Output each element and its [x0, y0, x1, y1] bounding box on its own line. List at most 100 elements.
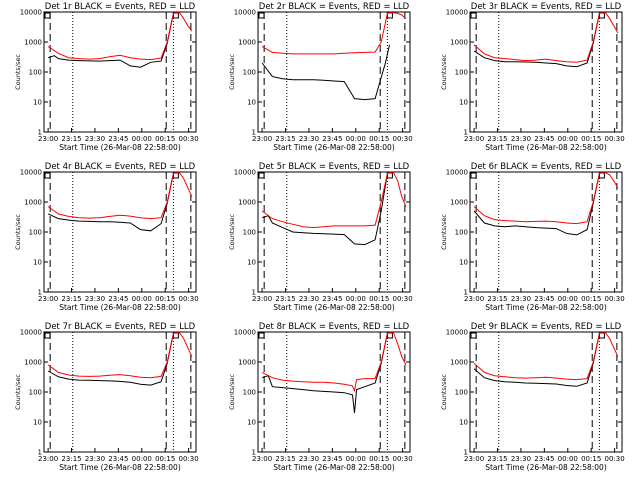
y-tick-label: 10 — [459, 99, 468, 107]
x-tick-label: 00:15 — [369, 295, 389, 303]
y-tick-label: 1000 — [450, 39, 468, 47]
events-series-line — [47, 172, 176, 232]
y-tick-label: 1 — [464, 129, 468, 137]
y-axis-label: Counts/sec — [228, 214, 236, 250]
x-tick-label: 00:30 — [605, 295, 625, 303]
x-tick-label: 00:00 — [346, 455, 366, 463]
y-axis-label: Counts/sec — [228, 374, 236, 410]
y-tick-label: 1 — [252, 449, 256, 457]
x-tick-label: 23:45 — [534, 295, 554, 303]
corner-marker — [386, 332, 393, 339]
corner-marker — [172, 12, 179, 19]
panel-det-1: Det 1r BLACK = Events, RED = LLD 1 10 100 10… — [14, 2, 199, 152]
lld-series-line — [261, 12, 407, 55]
x-tick-label: 00:30 — [179, 455, 199, 463]
x-tick-label: 00:15 — [369, 455, 389, 463]
panel-det-6: Det 6r BLACK = Events, RED = LLD 1 10 100 10… — [440, 162, 625, 312]
x-tick-label: 00:00 — [132, 455, 152, 463]
x-tick-label: 23:15 — [61, 455, 81, 463]
y-tick-label: 100 — [455, 229, 468, 237]
x-tick-label: 23:45 — [534, 455, 554, 463]
corner-marker — [258, 332, 265, 339]
y-tick-label: 1 — [38, 449, 42, 457]
y-axis-label: Counts/sec — [14, 54, 22, 90]
x-tick-label: 23:30 — [85, 295, 105, 303]
x-tick-label: 00:00 — [132, 135, 152, 143]
x-tick-label: 23:45 — [108, 135, 128, 143]
y-tick-label: 10000 — [234, 169, 256, 177]
x-tick-label: 23:00 — [464, 295, 484, 303]
lld-series-line — [47, 12, 193, 61]
corner-marker — [44, 12, 51, 19]
panel-det-3: Det 3r BLACK = Events, RED = LLD 1 10 100 10… — [440, 2, 625, 152]
chart-title: Det 2r BLACK = Events, RED = LLD — [259, 2, 410, 12]
y-tick-label: 100 — [29, 229, 42, 237]
y-axis-label: Counts/sec — [440, 214, 448, 250]
x-axis-label: Start Time (26-Mar-08 22:58:00) — [59, 143, 181, 152]
x-tick-label: 23:00 — [252, 135, 272, 143]
y-tick-label: 10000 — [20, 9, 42, 17]
x-tick-label: 23:45 — [322, 295, 342, 303]
y-tick-label: 10000 — [446, 329, 468, 337]
x-tick-label: 23:30 — [511, 455, 531, 463]
x-tick-label: 23:45 — [108, 455, 128, 463]
y-tick-label: 1 — [252, 289, 256, 297]
x-tick-label: 00:30 — [605, 135, 625, 143]
lld-series-line — [473, 332, 619, 381]
chart-title: Det 1r BLACK = Events, RED = LLD — [45, 2, 196, 12]
y-tick-label: 1000 — [238, 199, 256, 207]
x-tick-label: 00:15 — [581, 135, 601, 143]
y-tick-label: 1000 — [24, 39, 42, 47]
y-tick-label: 10000 — [234, 9, 256, 17]
x-tick-label: 00:00 — [558, 455, 578, 463]
y-tick-label: 1000 — [24, 359, 42, 367]
chart-title: Det 7r BLACK = Events, RED = LLD — [45, 322, 196, 332]
x-axis-label: Start Time (26-Mar-08 22:58:00) — [485, 303, 607, 312]
x-axis-label: Start Time (26-Mar-08 22:58:00) — [273, 303, 395, 312]
y-tick-label: 10000 — [20, 169, 42, 177]
x-tick-label: 00:00 — [132, 295, 152, 303]
x-tick-label: 00:15 — [155, 135, 175, 143]
corner-marker — [598, 332, 605, 339]
y-tick-label: 100 — [243, 389, 256, 397]
y-tick-label: 10000 — [446, 169, 468, 177]
panel-det-4: Det 4r BLACK = Events, RED = LLD 1 10 100 10… — [14, 162, 199, 312]
x-tick-label: 23:30 — [299, 135, 319, 143]
events-series-line — [473, 172, 602, 236]
corner-marker — [386, 172, 393, 179]
lld-series-line — [473, 172, 619, 225]
y-tick-label: 1000 — [24, 199, 42, 207]
corner-marker — [44, 332, 51, 339]
x-tick-label: 00:30 — [393, 295, 413, 303]
x-tick-label: 23:15 — [487, 135, 507, 143]
x-axis-label: Start Time (26-Mar-08 22:58:00) — [273, 143, 395, 152]
panel-det-7: Det 7r BLACK = Events, RED = LLD 1 10 100 10… — [14, 322, 199, 472]
x-tick-label: 23:45 — [322, 135, 342, 143]
y-tick-label: 10 — [247, 259, 256, 267]
y-tick-label: 1000 — [238, 39, 256, 47]
y-tick-label: 10000 — [446, 9, 468, 17]
y-tick-label: 10000 — [234, 329, 256, 337]
y-axis-label: Counts/sec — [440, 374, 448, 410]
panel-det-2: Det 2r BLACK = Events, RED = LLD 1 10 100 10… — [228, 2, 413, 152]
corner-marker — [470, 12, 477, 19]
x-tick-label: 23:30 — [299, 295, 319, 303]
y-tick-label: 10000 — [20, 329, 42, 337]
x-tick-label: 23:15 — [487, 295, 507, 303]
x-tick-label: 00:00 — [346, 295, 366, 303]
x-tick-label: 23:00 — [38, 455, 58, 463]
corner-marker — [258, 12, 265, 19]
x-tick-label: 00:15 — [581, 455, 601, 463]
chart-title: Det 6r BLACK = Events, RED = LLD — [471, 162, 622, 172]
y-tick-label: 1 — [38, 129, 42, 137]
x-tick-label: 00:00 — [558, 135, 578, 143]
y-tick-label: 10 — [459, 259, 468, 267]
events-series-line — [261, 172, 390, 246]
chart-title: Det 9r BLACK = Events, RED = LLD — [471, 322, 622, 332]
x-tick-label: 23:15 — [275, 295, 295, 303]
x-tick-label: 00:15 — [155, 455, 175, 463]
y-axis-label: Counts/sec — [14, 214, 22, 250]
y-tick-label: 1 — [252, 129, 256, 137]
y-axis-label: Counts/sec — [228, 54, 236, 90]
corner-marker — [172, 172, 179, 179]
